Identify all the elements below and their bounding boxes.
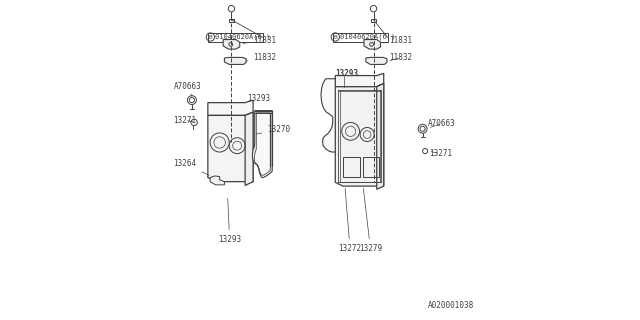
Text: 01040620A(6 ): 01040620A(6 ) (216, 34, 271, 40)
Polygon shape (377, 84, 384, 189)
Text: 01040620A(6 ): 01040620A(6 ) (340, 34, 396, 40)
Text: 13270: 13270 (257, 125, 291, 134)
Text: 11831: 11831 (243, 36, 276, 45)
Text: 13271: 13271 (173, 116, 196, 125)
Text: 13293: 13293 (218, 198, 241, 244)
Bar (333, 33, 388, 42)
Polygon shape (252, 111, 272, 178)
Polygon shape (335, 73, 384, 87)
Polygon shape (321, 79, 359, 153)
Text: 13293: 13293 (239, 94, 270, 103)
Text: 11831: 11831 (384, 36, 413, 45)
Text: A70663: A70663 (173, 82, 201, 96)
Polygon shape (208, 100, 253, 116)
Text: 13272: 13272 (339, 188, 362, 253)
Polygon shape (223, 40, 240, 49)
Text: 13293: 13293 (335, 69, 358, 78)
Polygon shape (210, 176, 225, 185)
Polygon shape (366, 57, 387, 64)
Text: B: B (209, 35, 212, 39)
Polygon shape (245, 112, 253, 186)
Text: A020001038: A020001038 (428, 301, 474, 310)
Bar (364, 157, 379, 177)
Polygon shape (335, 84, 384, 186)
Text: A70663: A70663 (428, 119, 456, 128)
Text: 13264: 13264 (173, 159, 209, 175)
Text: 11832: 11832 (246, 53, 276, 62)
Text: 11832: 11832 (390, 53, 413, 62)
Polygon shape (364, 40, 381, 49)
Bar (209, 33, 262, 42)
Polygon shape (208, 112, 253, 182)
Text: B: B (333, 35, 337, 39)
Bar (343, 157, 360, 177)
Polygon shape (225, 57, 246, 64)
Text: 13271: 13271 (429, 149, 452, 158)
Text: 13279: 13279 (359, 188, 382, 253)
